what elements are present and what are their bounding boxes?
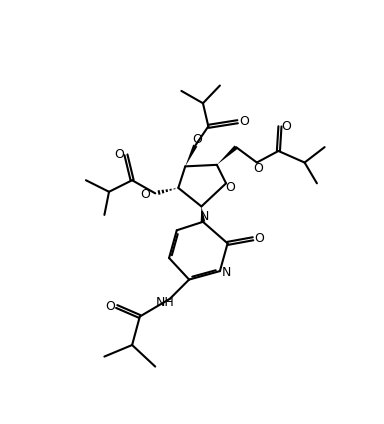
Text: O: O <box>114 148 124 161</box>
Text: O: O <box>239 115 249 128</box>
Polygon shape <box>185 145 197 166</box>
Text: O: O <box>253 162 263 175</box>
Text: N: N <box>200 210 209 223</box>
Polygon shape <box>201 206 205 222</box>
Text: O: O <box>106 300 116 313</box>
Text: NH: NH <box>156 296 175 309</box>
Text: O: O <box>192 133 202 146</box>
Text: O: O <box>281 120 291 133</box>
Polygon shape <box>217 145 238 165</box>
Text: O: O <box>226 181 236 194</box>
Text: O: O <box>254 232 264 245</box>
Text: O: O <box>140 188 150 201</box>
Text: N: N <box>221 266 231 279</box>
